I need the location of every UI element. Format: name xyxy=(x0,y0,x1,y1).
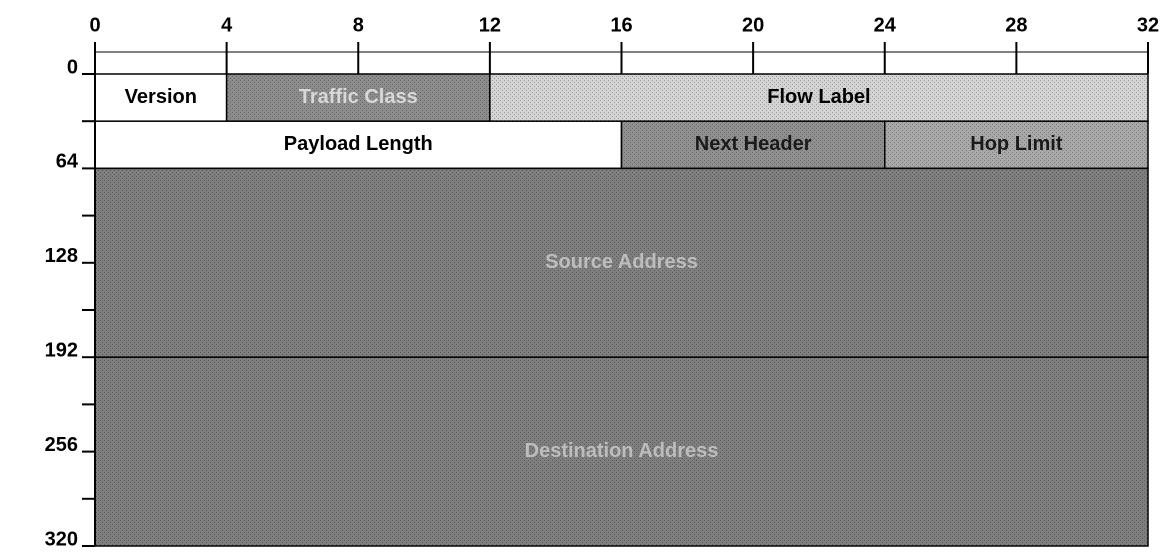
field-label: Traffic Class xyxy=(299,86,418,108)
field-texture xyxy=(95,168,1148,358)
field-label: Next Header xyxy=(695,133,812,155)
top-scale-label: 8 xyxy=(353,14,364,36)
field-label: Destination Address xyxy=(525,440,719,462)
top-scale-label: 20 xyxy=(742,14,764,36)
field-texture xyxy=(621,121,885,169)
left-scale-label: 0 xyxy=(67,56,78,78)
top-scale-label: 16 xyxy=(610,14,632,36)
field-label: Flow Label xyxy=(767,86,870,108)
top-scale-label: 32 xyxy=(1137,14,1159,36)
top-scale-label: 4 xyxy=(221,14,233,36)
field-label: Hop Limit xyxy=(970,133,1063,155)
left-scale-label: 320 xyxy=(45,528,78,550)
top-scale-label: 0 xyxy=(89,14,100,36)
left-scale-label: 256 xyxy=(45,434,78,456)
top-scale-label: 24 xyxy=(874,14,897,36)
field-texture xyxy=(226,74,490,122)
field-texture xyxy=(884,121,1148,169)
field-label: Payload Length xyxy=(284,133,433,155)
field-texture xyxy=(95,357,1148,546)
left-scale-label: 64 xyxy=(56,151,79,173)
top-scale-label: 12 xyxy=(479,14,501,36)
field-box xyxy=(94,73,228,122)
field-label: Source Address xyxy=(545,251,698,273)
left-scale-label: 192 xyxy=(45,339,78,361)
field-label: Version xyxy=(125,86,197,108)
top-scale-label: 28 xyxy=(1005,14,1027,36)
field-box xyxy=(94,120,623,170)
field-texture xyxy=(489,74,1148,122)
left-scale-label: 128 xyxy=(45,245,78,267)
